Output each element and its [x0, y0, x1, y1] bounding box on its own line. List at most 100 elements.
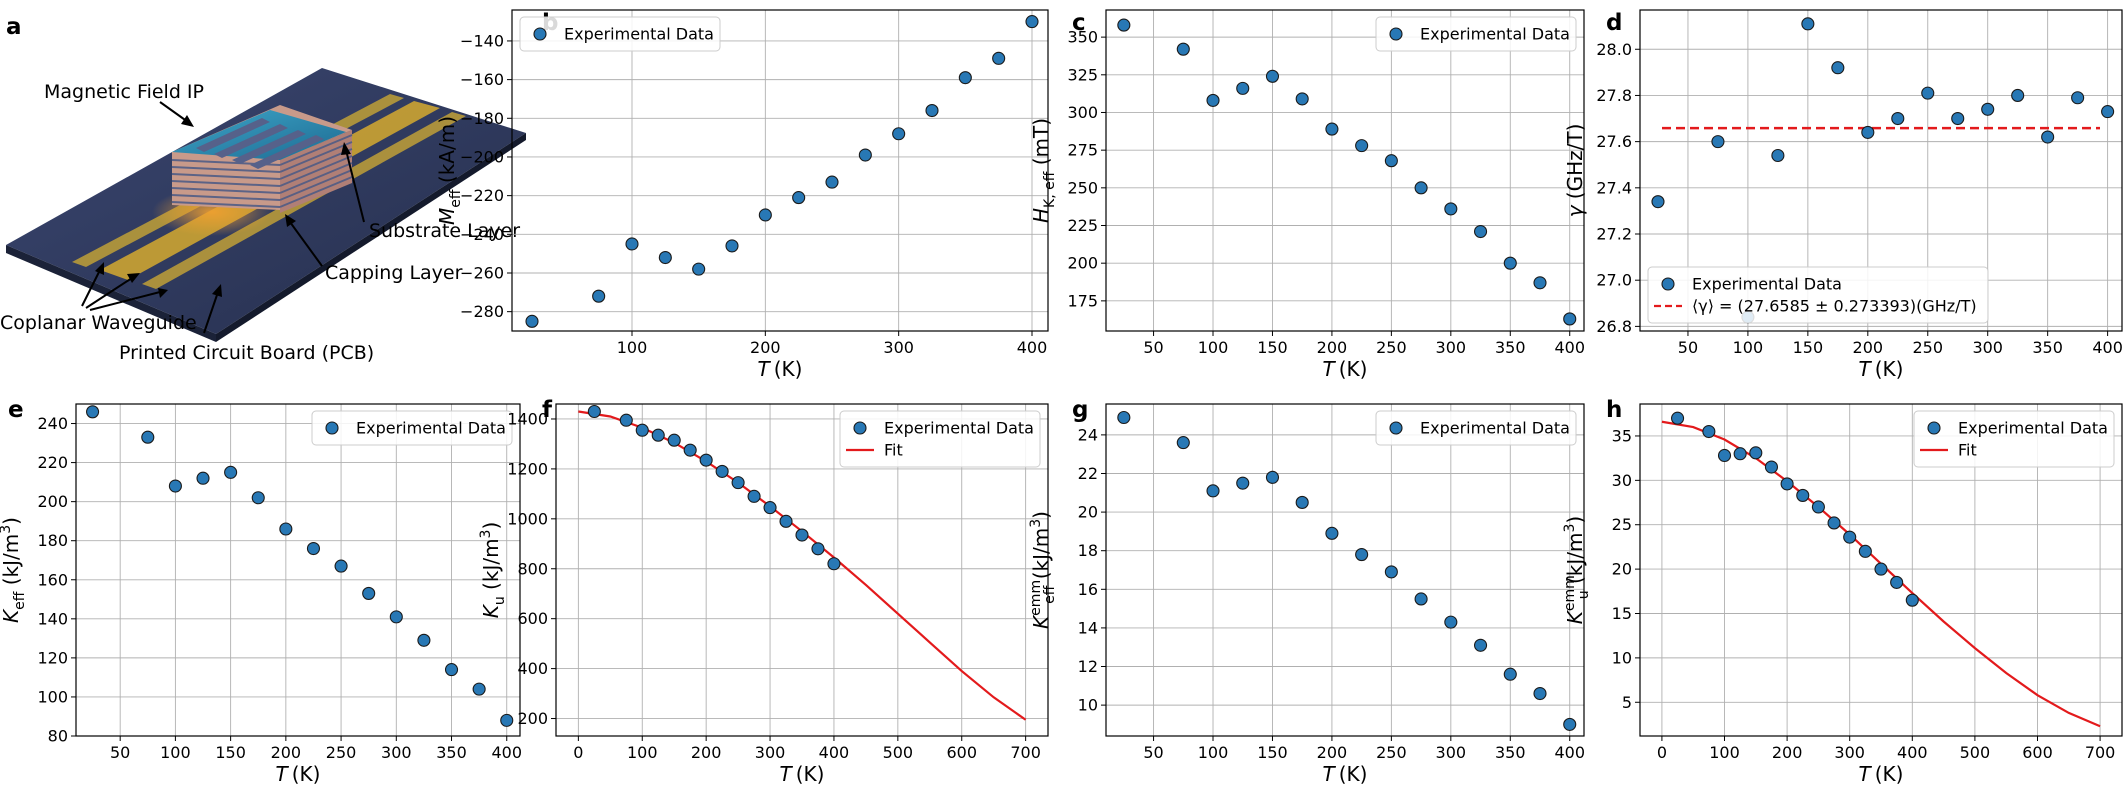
grid — [76, 404, 520, 737]
y-tick-label: 220 — [37, 453, 68, 472]
y-tick-label: 175 — [1067, 291, 1098, 310]
y-tick-label: 12 — [1078, 657, 1098, 676]
x-axis-label: T (K) — [1859, 357, 1904, 381]
data-point — [1858, 544, 1872, 558]
data-point — [1749, 446, 1763, 460]
data-point — [1236, 81, 1250, 95]
data-point — [1176, 42, 1190, 56]
y-tick-label: 275 — [1067, 141, 1098, 160]
data-point — [251, 491, 265, 505]
y-tick-label: 300 — [1067, 103, 1098, 122]
plot-frame — [511, 9, 1049, 332]
y-tick-label: 1000 — [507, 509, 548, 528]
x-tick-label: 0 — [573, 743, 583, 762]
y-tick-label: 35 — [1612, 426, 1632, 445]
data-point — [683, 443, 697, 457]
x-tick-label: 100 — [627, 743, 658, 762]
chart-panel-h: h 0 100 200 300 400 500 600 700 5 10 15 20 25 30 35 T (K… — [1562, 397, 2123, 786]
data-point — [1533, 276, 1547, 290]
data-point — [1921, 86, 1935, 100]
legend-label: Experimental Data — [1692, 275, 1842, 294]
x-tick-label: 300 — [1436, 743, 1467, 762]
label-coplanar-waveguide: Coplanar Waveguide — [0, 312, 197, 334]
data-point — [141, 430, 155, 444]
y-axis-label: Kemmeff (kJ/m3) — [1028, 511, 1058, 629]
x-tick-label: 400 — [1554, 743, 1585, 762]
y-tick-label: 800 — [517, 559, 548, 578]
data-point — [715, 464, 729, 478]
chart-panel-g: g 50 100 150 200 250 300 350 400 10 12 14 16 18 20 22 24… — [1028, 397, 1585, 786]
y-tick-label: −140 — [460, 31, 504, 50]
data-point — [1236, 476, 1250, 490]
plot-frame — [555, 403, 1049, 737]
y-tick-label: 26.8 — [1596, 317, 1632, 336]
data-point — [1981, 102, 1995, 116]
y-tick-label: 10 — [1612, 648, 1632, 667]
data-point — [1295, 92, 1309, 106]
data-point — [1117, 410, 1131, 425]
y-tick-label: 250 — [1067, 178, 1098, 197]
y-tick-label: 1400 — [507, 409, 548, 428]
grid — [1106, 10, 1584, 331]
x-tick-label: 0 — [1657, 743, 1667, 762]
data-point — [1355, 139, 1369, 153]
x-axis-label: T (K) — [758, 357, 803, 381]
legend: Experimental Data ⟨γ⟩ = (27.6585 ± 0.2733… — [1647, 266, 1989, 324]
y-axis-label: Meff (kA/m) — [435, 116, 464, 225]
data-point — [1811, 500, 1825, 514]
data-point — [811, 542, 825, 556]
x-tick-label: 50 — [1143, 743, 1163, 762]
data-point — [389, 610, 403, 624]
plot-frame — [1639, 403, 2123, 737]
data-point — [1474, 638, 1488, 652]
data-point — [1861, 125, 1875, 139]
legend: Experimental Data — [1375, 16, 1577, 52]
data-point — [1711, 135, 1725, 149]
legend-label: Experimental Data — [356, 419, 506, 438]
y-tick-label: 20 — [1612, 560, 1632, 579]
data-point — [1874, 562, 1888, 576]
legend: Experimental Data — [519, 16, 721, 52]
y-tick-label: 22 — [1078, 464, 1098, 483]
data-point — [725, 239, 739, 253]
data-point — [1384, 565, 1398, 579]
x-tick-label: 200 — [750, 338, 781, 357]
panel-letter-g: g — [1072, 397, 1088, 423]
y-tick-label: 200 — [1067, 254, 1098, 273]
x-tick-label: 600 — [946, 743, 977, 762]
panel-letter-h: h — [1606, 397, 1622, 423]
plot-frame — [1105, 403, 1585, 737]
legend: Experimental Data Fit — [839, 410, 1041, 468]
multilayer-stack — [171, 105, 353, 213]
grid — [512, 10, 1048, 331]
x-tick-label: 400 — [819, 743, 850, 762]
data-point — [1325, 526, 1339, 540]
x-tick-label: 300 — [1834, 743, 1865, 762]
y-tick-label: 225 — [1067, 216, 1098, 235]
y-axis-label: Kemmu (kJ/m3) — [1562, 516, 1592, 625]
data-point — [1355, 548, 1369, 562]
y-tick-label: 160 — [37, 570, 68, 589]
data-point — [417, 633, 431, 647]
x-tick-label: 150 — [1793, 338, 1824, 357]
data-point — [747, 489, 761, 503]
data-point — [86, 405, 100, 419]
label-capping-layer: Capping Layer — [325, 262, 463, 284]
data-point — [692, 262, 706, 276]
x-axis-label: T (K) — [1859, 762, 1904, 786]
data-point — [1717, 448, 1732, 463]
panel-letter-a: a — [6, 14, 22, 40]
y-tick-label: 5 — [1622, 693, 1632, 712]
y-axis-label: Ku (kJ/m3) — [478, 522, 508, 619]
x-axis-label: T (K) — [1323, 762, 1368, 786]
data-point — [1671, 411, 1685, 425]
data-point — [1843, 530, 1857, 544]
x-tick-label: 350 — [436, 743, 467, 762]
data-point — [827, 557, 841, 571]
x-tick-label: 150 — [1257, 743, 1288, 762]
y-axis-label: γ (GHz/T) — [1563, 124, 1587, 218]
x-tick-label: 200 — [1317, 743, 1348, 762]
y-tick-label: −160 — [460, 70, 504, 89]
y-tick-label: 1200 — [507, 459, 548, 478]
data-point — [1563, 717, 1577, 731]
